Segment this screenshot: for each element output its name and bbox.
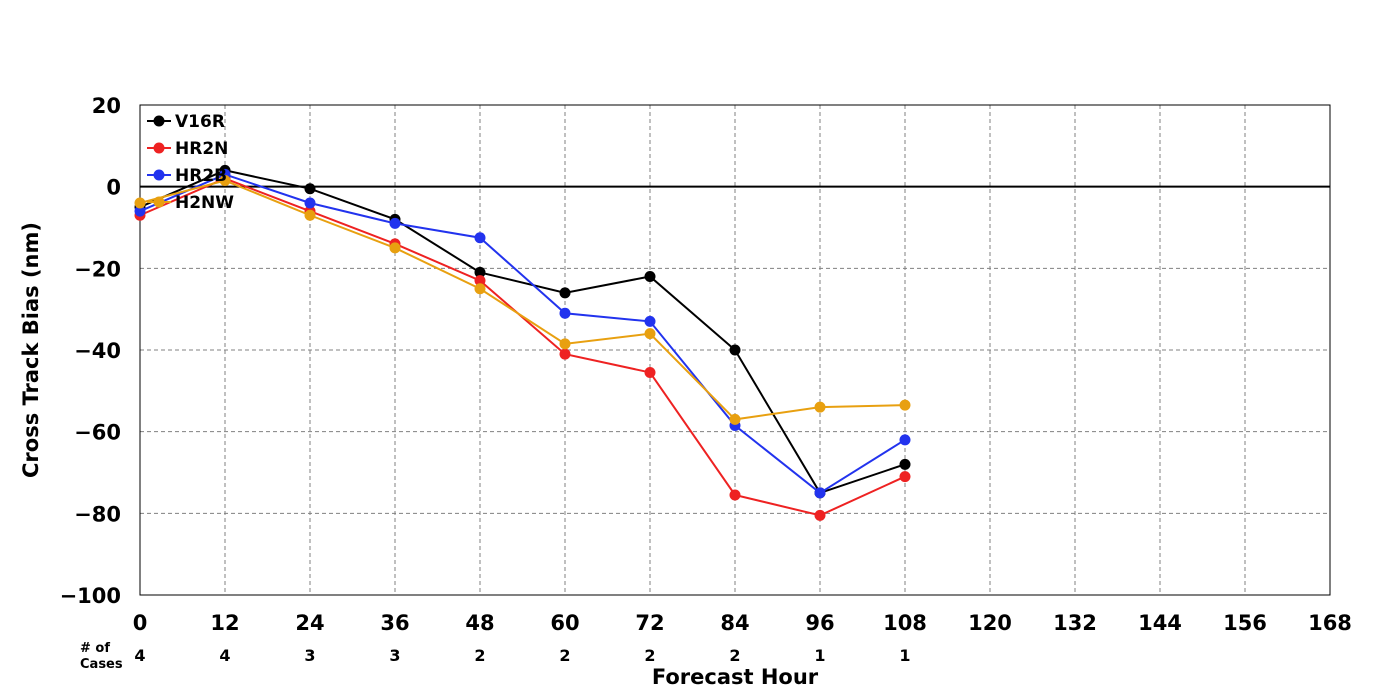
x-tick-label: 24: [295, 611, 324, 635]
data-point: [389, 242, 401, 254]
data-point: [134, 205, 146, 217]
case-count: 2: [644, 646, 655, 665]
data-point: [304, 197, 316, 209]
series-h2nw: [134, 175, 911, 425]
case-count: 2: [729, 646, 740, 665]
y-tick-label: −80: [74, 502, 121, 526]
data-point: [644, 366, 656, 378]
data-point: [559, 348, 571, 360]
series-v16r: [134, 164, 911, 499]
data-point: [474, 266, 486, 278]
y-tick-label: 20: [92, 94, 121, 118]
y-tick-label: −40: [74, 339, 121, 363]
legend: V16R HR2N HR2B H2NW: [147, 112, 234, 213]
data-point: [899, 399, 911, 411]
legend-label: H2NW: [175, 193, 234, 213]
data-point: [134, 197, 146, 209]
series-line: [139, 169, 906, 495]
x-tick-label: 120: [968, 611, 1012, 635]
legend-item-hr2n: HR2N: [147, 139, 228, 159]
legend-label: HR2N: [175, 139, 228, 159]
data-point: [644, 271, 656, 282]
x-tick-label: 84: [720, 611, 749, 635]
x-tick-label: 0: [133, 611, 148, 635]
y-tick-label: −100: [60, 584, 121, 608]
legend-marker: [153, 142, 165, 154]
data-point: [729, 344, 741, 356]
data-point: [729, 489, 741, 501]
y-tick-label: −60: [74, 421, 121, 445]
x-tick-label: 96: [805, 611, 834, 635]
x-tick-labels: 0 12 24 36 48 60 72 84 96 108 120 132 144 156 168: [133, 611, 1352, 635]
legend-marker: [153, 115, 165, 127]
x-tick-label: 48: [465, 611, 494, 635]
data-point: [474, 283, 486, 295]
data-point: [559, 287, 571, 299]
y-axis-label: Cross Track Bias (nm): [19, 222, 43, 478]
series-line: [139, 177, 906, 517]
x-tick-label: 132: [1053, 611, 1097, 635]
data-point: [899, 434, 911, 446]
data-point: [814, 487, 826, 499]
case-counts: 4 4 3 3 2 2 2 2 1 1: [134, 646, 910, 665]
case-count: 3: [304, 646, 315, 665]
y-tick-label: −20: [74, 257, 121, 281]
data-point: [644, 328, 656, 340]
legend-item-hr2b: HR2B: [147, 166, 227, 186]
case-count: 3: [389, 646, 400, 665]
x-axis-label: Forecast Hour: [652, 665, 819, 689]
x-tick-label: 12: [210, 611, 239, 635]
data-point: [474, 232, 486, 244]
series-hr2n: [134, 173, 911, 521]
legend-marker: [153, 169, 165, 181]
series-line: [139, 173, 906, 495]
series-layer: [134, 164, 911, 521]
cases-label-line1: # of: [80, 641, 110, 656]
x-tick-label: 108: [883, 611, 927, 635]
x-tick-label: 72: [635, 611, 664, 635]
case-count: 2: [474, 646, 485, 665]
plot-frame: [139, 104, 1331, 596]
data-point: [559, 307, 571, 319]
legend-item-v16r: V16R: [147, 112, 225, 132]
series-hr2b: [134, 168, 911, 499]
case-count: 4: [219, 646, 230, 665]
y-tick-labels: 20 0 −20 −40 −60 −80 −100: [60, 94, 121, 608]
data-point: [729, 413, 741, 425]
data-point: [899, 458, 911, 470]
data-point: [644, 315, 656, 327]
data-point: [304, 209, 316, 221]
legend-label: V16R: [175, 112, 225, 132]
cases-label-line2: Cases: [80, 657, 123, 672]
legend-item-h2nw: H2NW: [147, 193, 234, 213]
data-point: [814, 401, 826, 413]
case-count: 1: [814, 646, 825, 665]
data-point: [899, 471, 911, 483]
x-tick-label: 36: [380, 611, 409, 635]
series-line: [139, 179, 906, 421]
data-point: [389, 217, 401, 229]
data-point: [814, 509, 826, 521]
data-point: [304, 183, 316, 195]
x-tick-label: 60: [550, 611, 579, 635]
legend-label: HR2B: [175, 166, 227, 186]
x-tick-label: 156: [1223, 611, 1267, 635]
y-tick-label: 0: [106, 176, 121, 200]
case-count: 1: [899, 646, 910, 665]
data-point: [559, 338, 571, 350]
case-count: 4: [134, 646, 145, 665]
x-tick-label: 168: [1308, 611, 1352, 635]
data-point: [219, 175, 231, 187]
case-count: 2: [559, 646, 570, 665]
data-point: [474, 275, 486, 287]
x-tick-label: 144: [1138, 611, 1182, 635]
legend-marker: [153, 196, 165, 208]
